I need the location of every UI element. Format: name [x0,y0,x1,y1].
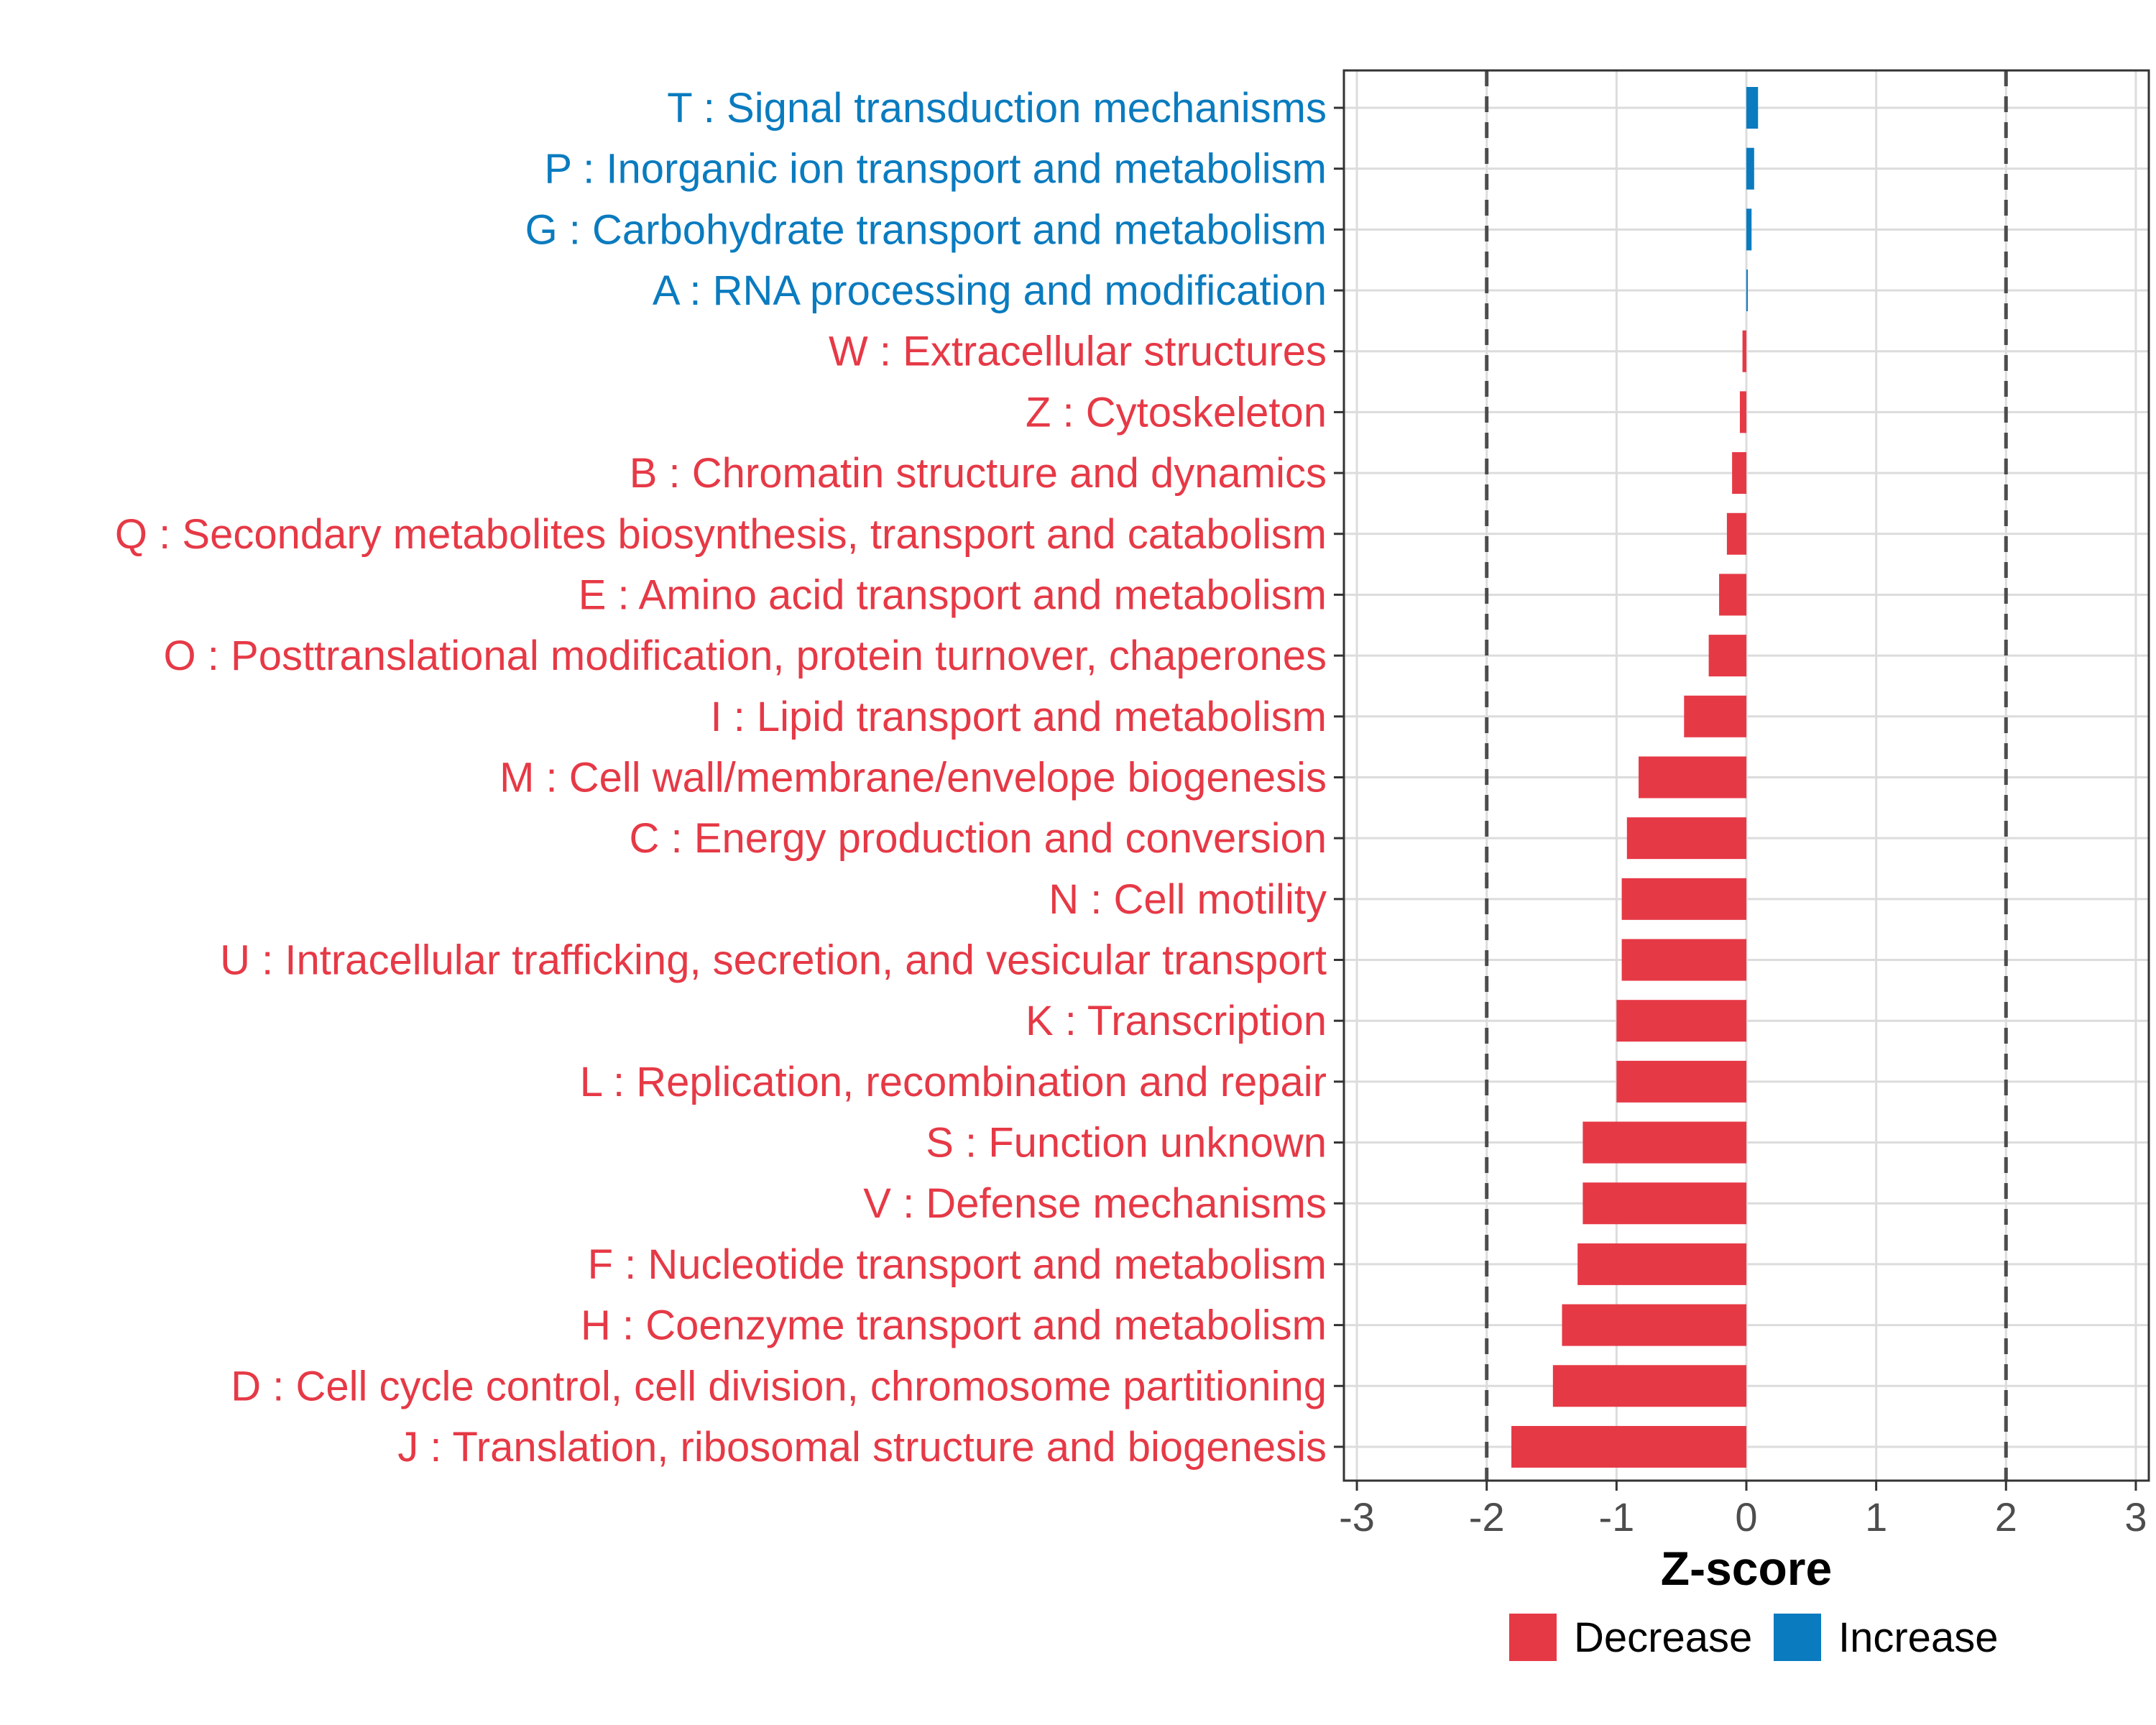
category-label: N : Cell motility [1049,876,1327,923]
bar [1746,208,1752,251]
category-label: C : Energy production and conversion [630,815,1327,862]
bar [1626,817,1746,860]
category-label: S : Function unknown [926,1120,1327,1167]
bar [1621,939,1746,981]
category-label: T : Signal transduction mechanisms [667,85,1327,132]
bar [1746,270,1748,312]
legend-label: Decrease [1574,1614,1752,1661]
bar [1746,87,1759,129]
x-axis-title: Z-score [1661,1542,1832,1595]
bar [1562,1304,1746,1346]
category-label: I : Lipid transport and metabolism [710,694,1327,740]
category-label: K : Transcription [1026,998,1327,1044]
reference-lines [1485,70,2008,1481]
bar [1616,1060,1746,1103]
x-tick-label: -1 [1598,1494,1634,1540]
category-label: B : Chromatin structure and dynamics [630,450,1327,497]
bar [1708,635,1746,677]
category-label: O : Posttranslational modification, prot… [164,632,1327,679]
x-tick-label: -3 [1339,1494,1375,1540]
category-label: E : Amino acid transport and metabolism [579,571,1327,618]
bar [1684,695,1746,737]
category-label: H : Coenzyme transport and metabolism [581,1302,1327,1349]
category-label: U : Intracellular trafficking, secretion… [220,937,1327,984]
category-label: W : Extracellular structures [829,328,1327,375]
bar [1616,1000,1746,1042]
bar [1552,1365,1746,1407]
bar [1746,147,1754,190]
category-label: P : Inorganic ion transport and metaboli… [544,146,1327,193]
legend-swatch [1774,1614,1821,1661]
category-label: V : Defense mechanisms [863,1180,1327,1227]
category-label: D : Cell cycle control, cell division, c… [231,1363,1327,1409]
category-label: G : Carbohydrate transport and metabolis… [525,206,1327,253]
bar [1726,512,1746,555]
x-tick-label: 0 [1735,1494,1757,1540]
x-tick-label: 1 [1865,1494,1887,1540]
x-tick-label: -2 [1469,1494,1505,1540]
category-label: L : Replication, recombination and repai… [580,1059,1327,1105]
category-labels: T : Signal transduction mechanisms P : In… [115,85,1327,1471]
bar [1583,1121,1746,1164]
bar [1577,1243,1746,1285]
x-tick-label: 2 [1995,1494,2017,1540]
bars [1511,87,1759,1468]
bar [1739,391,1746,433]
bar [1583,1182,1746,1225]
category-label: Z : Cytoskeleton [1026,389,1327,436]
category-label: A : RNA processing and modification [653,267,1327,314]
category-label: J : Translation, ribosomal structure and… [397,1424,1327,1471]
legend-swatch [1509,1614,1557,1661]
category-label: Q : Secondary metabolites biosynthesis, … [115,511,1327,558]
legend: Decrease Increase [1509,1614,1998,1661]
bar [1621,878,1746,920]
category-label: F : Nucleotide transport and metabolism [588,1241,1327,1288]
bar [1639,756,1746,799]
bar [1511,1425,1746,1468]
category-label: M : Cell wall/membrane/envelope biogenes… [499,754,1327,801]
bar [1742,330,1746,372]
legend-label: Increase [1838,1614,1998,1661]
x-tick-label: 3 [2124,1494,2147,1540]
bar [1732,452,1746,494]
y-axis-ticks [1334,106,1344,1448]
bar [1719,574,1746,616]
x-axis-ticks: -3 -2 -1 0 1 2 3 [1339,1481,2147,1540]
